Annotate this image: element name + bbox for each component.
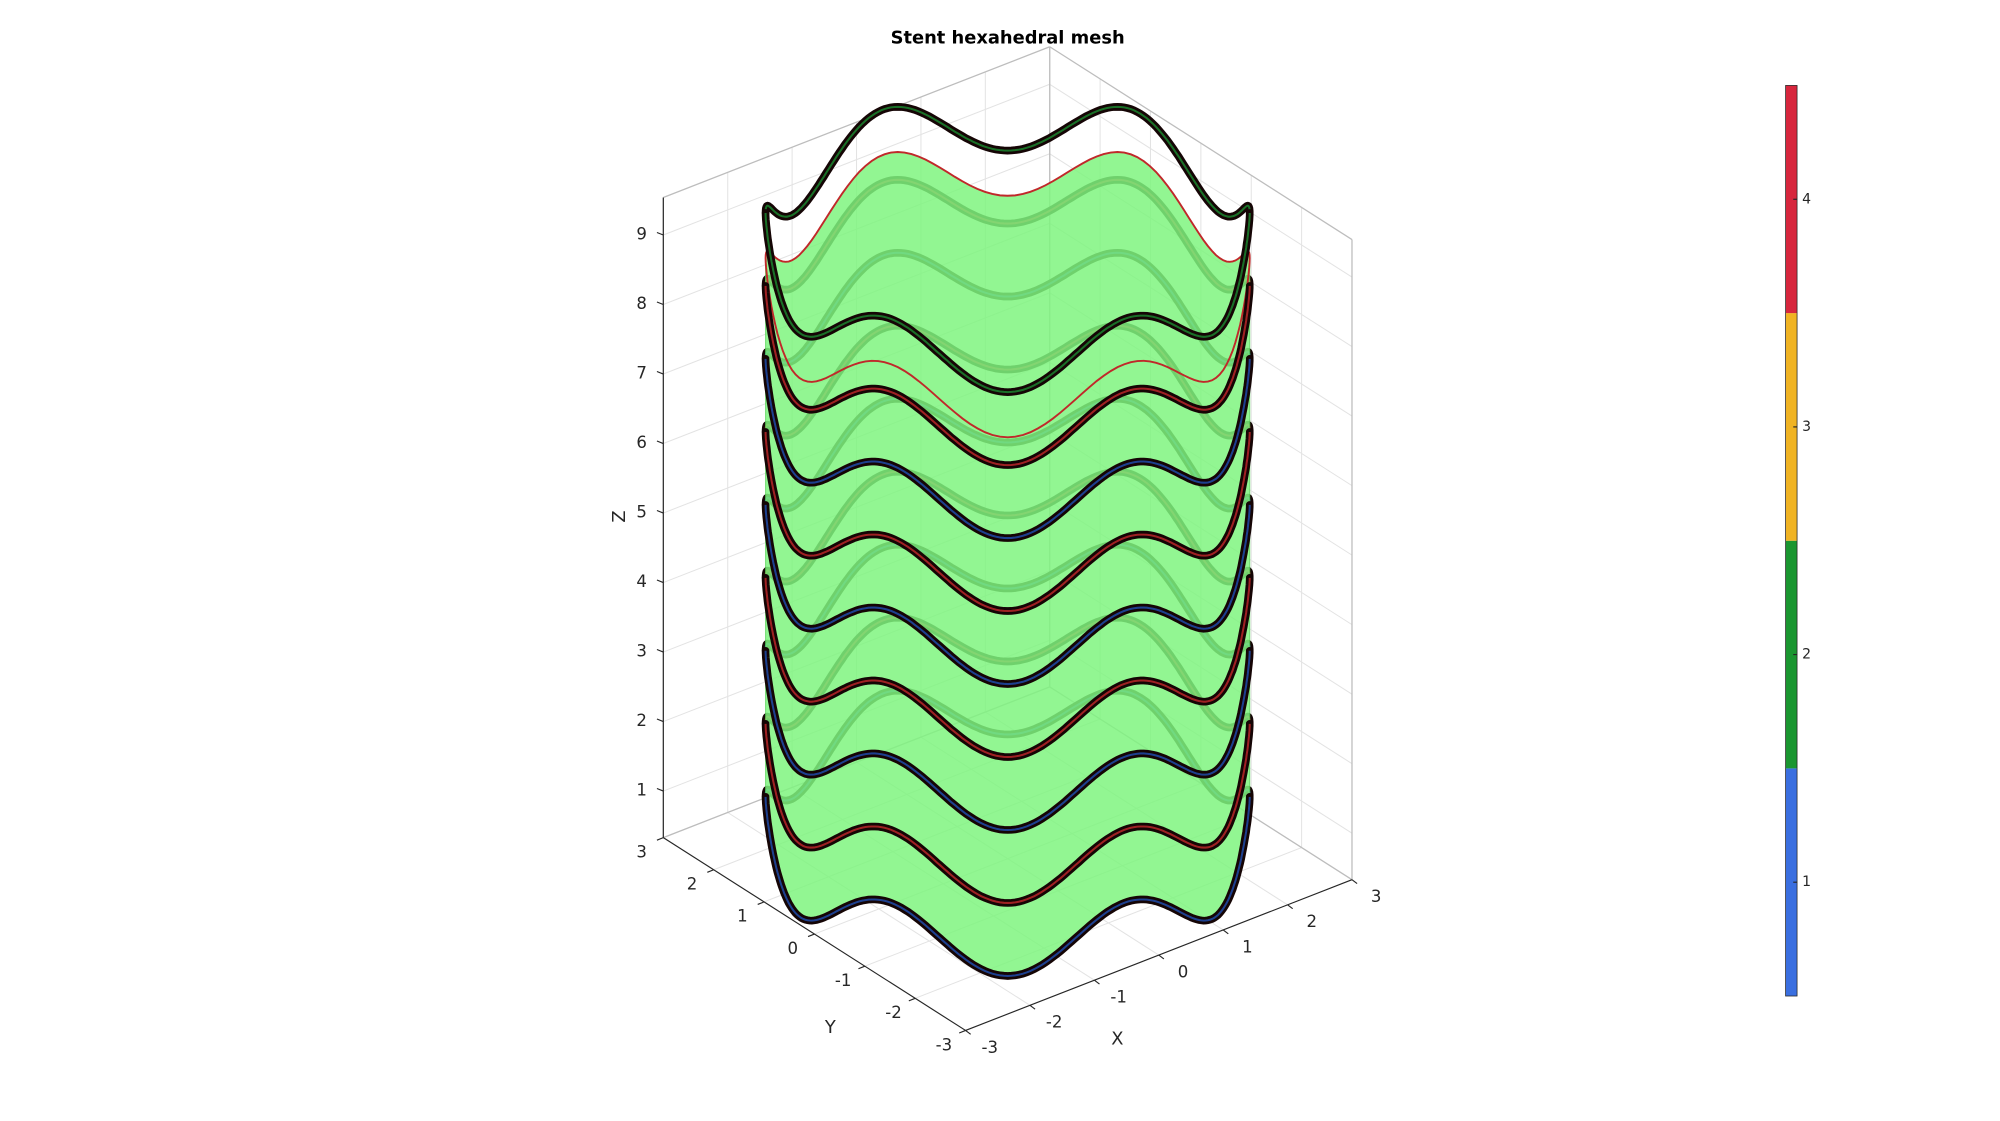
- z-tick: [656, 231, 664, 236]
- z-tick-label: 2: [636, 711, 647, 730]
- colorbar-segment: [1785, 540, 1798, 769]
- y-tick: [908, 997, 916, 1002]
- z-tick: [656, 301, 664, 306]
- x-tick-label: -2: [1046, 1013, 1063, 1032]
- ring-front-edge: [764, 212, 1251, 394]
- x-tick: [1222, 929, 1229, 935]
- colorbar-segment: [1785, 768, 1798, 997]
- z-tick: [656, 370, 664, 375]
- x-tick-label: 0: [1178, 962, 1189, 981]
- z-tick-label: 9: [636, 225, 647, 244]
- z-tick-label: 5: [636, 503, 647, 522]
- x-tick: [1094, 979, 1100, 985]
- z-tick-label: 6: [636, 433, 647, 452]
- z-tick-label: 8: [636, 294, 647, 313]
- y-tick: [757, 901, 765, 905]
- ring-front-edge: [764, 431, 1251, 613]
- ring-front-edge: [764, 358, 1251, 540]
- axis-box: [663, 46, 1050, 199]
- colorbar-tick-label: 3: [1802, 419, 1811, 435]
- x-tick-label: -3: [982, 1038, 999, 1057]
- ring-back-edge: [764, 105, 1251, 218]
- y-tick-label: 3: [636, 842, 647, 861]
- colorbar-segment: [1785, 313, 1798, 541]
- ring-front-edge: [764, 504, 1251, 686]
- grid-line: [663, 83, 1050, 236]
- axis-box: [1049, 46, 1353, 241]
- y-axis-label: Y: [824, 1017, 836, 1038]
- x-tick-label: 1: [1242, 937, 1253, 956]
- stent-surface: [765, 151, 1251, 977]
- grid-line: [1049, 83, 1353, 278]
- y-tick: [958, 1029, 966, 1034]
- y-tick: [656, 837, 664, 841]
- colorbar-tick-label: 4: [1802, 191, 1811, 207]
- x-tick: [1287, 904, 1294, 910]
- z-tick: [656, 579, 664, 584]
- x-tick-label: -1: [1110, 988, 1127, 1007]
- y-tick-label: 2: [687, 875, 698, 894]
- colorbar-segment: [1785, 85, 1798, 314]
- colorbar-tick-label: 2: [1802, 647, 1811, 663]
- ring-front-edge: [764, 577, 1251, 759]
- z-tick: [656, 718, 664, 723]
- x-tick: [965, 1029, 972, 1035]
- stent-top-edge: [764, 151, 1251, 439]
- y-tick: [807, 933, 815, 938]
- x-tick: [1351, 879, 1358, 884]
- z-tick: [656, 648, 664, 653]
- z-tick-label: 7: [636, 364, 647, 383]
- y-tick-label: 1: [737, 907, 748, 926]
- colorbar-tick-label: 1: [1802, 874, 1811, 890]
- z-tick: [656, 787, 664, 792]
- z-tick-label: 4: [636, 572, 647, 591]
- x-tick: [1158, 954, 1165, 960]
- y-tick: [707, 869, 714, 873]
- z-tick-label: 3: [636, 642, 647, 661]
- z-tick-label: 1: [636, 781, 647, 800]
- y-tick-label: 0: [787, 939, 798, 958]
- y-tick-label: -3: [936, 1035, 953, 1054]
- ring-front-edge: [764, 723, 1251, 904]
- ring-front-edge: [764, 650, 1251, 831]
- x-tick-label: 3: [1371, 887, 1382, 906]
- ring-front-edge: [764, 796, 1251, 978]
- chart-title: Stent hexahedral mesh: [891, 27, 1125, 48]
- x-tick: [1029, 1004, 1036, 1010]
- y-tick-label: -2: [885, 1003, 902, 1022]
- z-tick: [656, 509, 664, 514]
- z-axis-label: Z: [609, 510, 630, 522]
- z-tick: [656, 440, 664, 445]
- x-axis-label: X: [1111, 1028, 1123, 1049]
- y-tick: [858, 965, 866, 970]
- ring-front-edge: [764, 285, 1251, 467]
- x-tick-label: 2: [1307, 912, 1318, 931]
- colorbar-frame: [1785, 85, 1798, 997]
- y-tick-label: -1: [835, 971, 852, 990]
